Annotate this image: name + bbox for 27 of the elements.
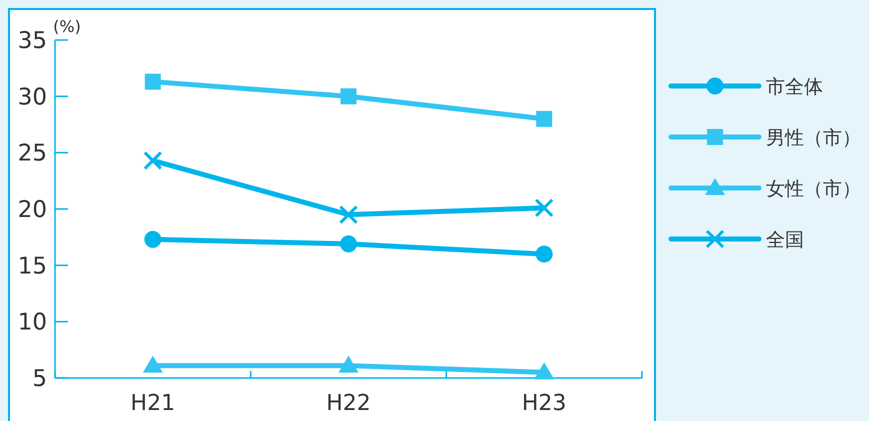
legend-label: 市全体 — [766, 76, 823, 98]
x-tick-label: H21 — [130, 391, 176, 416]
y-tick-label: 30 — [18, 84, 47, 110]
legend-label: 男性（市） — [766, 127, 861, 149]
point — [144, 74, 161, 90]
legend-label: 全国 — [766, 229, 804, 251]
y-tick-label: 5 — [32, 366, 47, 392]
x-tick-label: H23 — [522, 391, 566, 416]
y-tick-label: 25 — [18, 140, 47, 167]
point — [143, 151, 162, 170]
point — [340, 88, 356, 104]
y-tick-label: 20 — [18, 197, 47, 223]
point — [340, 235, 357, 252]
point — [536, 110, 552, 127]
legend-label: 女性（市） — [766, 178, 861, 200]
y-tick-label: 35 — [18, 28, 47, 54]
point — [534, 198, 554, 218]
point — [534, 362, 554, 380]
y-tick-label: 10 — [18, 310, 47, 336]
y-tick-label: 15 — [18, 253, 47, 280]
point — [536, 246, 553, 263]
point — [144, 230, 162, 248]
point — [339, 205, 358, 224]
point — [142, 356, 163, 373]
x-tick-label: H22 — [326, 391, 371, 416]
point — [338, 356, 358, 373]
y-axis-title: (%) — [53, 17, 81, 36]
